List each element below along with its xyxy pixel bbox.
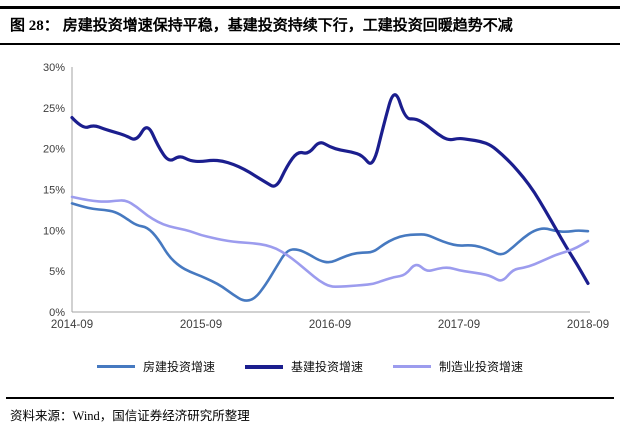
y-tick-label: 25%: [43, 103, 65, 115]
legend-item: 基建投资增速: [244, 358, 363, 375]
figure-header: 图 28： 房建投资增速保持平稳，基建投资持续下行，工建投资回暖趋势不减: [0, 6, 620, 45]
x-tick-label: 2018-09: [567, 319, 609, 331]
y-tick-label: 5%: [49, 266, 65, 278]
figure-title: 房建投资增速保持平稳，基建投资持续下行，工建投资回暖趋势不减: [62, 18, 513, 34]
x-tick-label: 2014-09: [51, 319, 93, 331]
y-tick-label: 15%: [43, 185, 65, 197]
x-tick-label: 2015-09: [180, 319, 222, 331]
y-tick-label: 10%: [43, 225, 65, 237]
y-tick-label: 0%: [49, 307, 65, 319]
series-line-制造业投资增速: [70, 195, 590, 288]
chart-legend: 房建投资增速 基建投资增速 制造业投资增速: [0, 358, 620, 375]
source-text: Wind，国信证券经济研究所整理: [72, 409, 250, 423]
legend-item: 房建投资增速: [96, 358, 215, 375]
legend-line-swatch: [393, 365, 431, 368]
legend-label: 制造业投资增速: [439, 360, 524, 374]
y-tick-label: 30%: [43, 62, 65, 74]
source-label: 资料来源：: [10, 409, 73, 423]
legend-label: 基建投资增速: [290, 360, 363, 374]
line-chart: 0% 5% 10% 15% 20% 25% 30% 2014-09 2015-09 2016-09…: [43, 62, 609, 331]
series-line-房建投资增速: [70, 202, 590, 302]
legend-line-swatch: [244, 364, 283, 369]
legend-line-swatch: [96, 365, 135, 368]
figure-footer: 资料来源：Wind，国信证券经济研究所整理: [6, 397, 614, 425]
x-tick-label: 2016-09: [309, 319, 351, 331]
figure-number: 图 28：: [10, 18, 59, 34]
legend-item: 制造业投资增速: [393, 358, 523, 375]
x-tick-label: 2017-09: [438, 319, 480, 331]
legend-label: 房建投资增速: [142, 360, 215, 374]
series-line-基建投资增速: [70, 93, 590, 285]
y-tick-label: 20%: [43, 144, 65, 156]
